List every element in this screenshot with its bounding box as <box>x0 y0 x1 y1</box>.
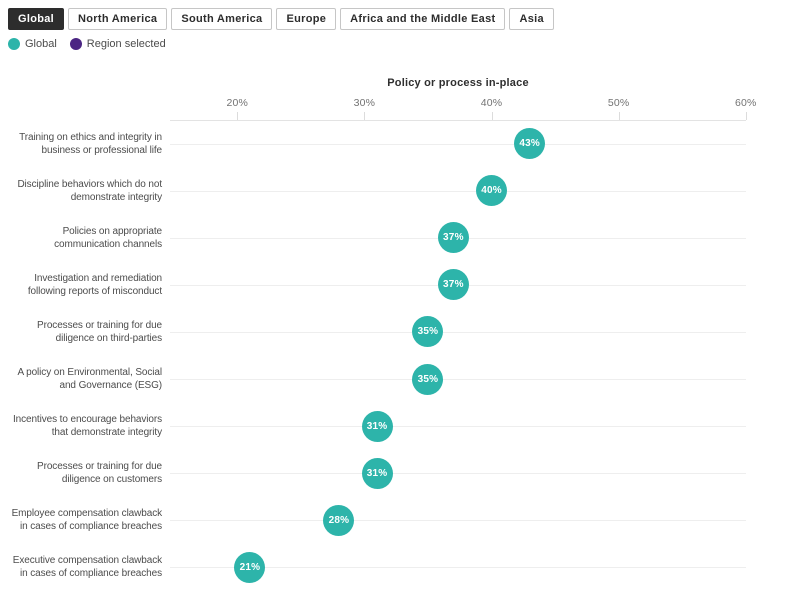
tab-asia[interactable]: Asia <box>509 8 554 30</box>
x-tick-mark <box>745 112 747 120</box>
row-gridline <box>170 473 746 475</box>
chart: Policy or process in-place 20% 30% 40% 50% 6… <box>0 60 800 600</box>
x-axis-line <box>170 120 746 121</box>
data-point-global[interactable]: 40% <box>476 175 507 207</box>
legend-dot-global <box>8 38 20 50</box>
category-label: Training on ethics and integrity in busi… <box>19 131 162 156</box>
x-tick-mark <box>491 112 493 120</box>
data-point-global[interactable]: 21% <box>234 551 266 583</box>
tab-africa-and-the-middle-east[interactable]: Africa and the Middle East <box>340 8 506 30</box>
category-label: Investigation and remediation following … <box>27 272 162 297</box>
x-tick-mark <box>618 112 620 120</box>
category-label: Processes or training for due diligence … <box>37 319 162 344</box>
data-point-global[interactable]: 31% <box>361 410 393 442</box>
x-axis-title: Policy or process in-place <box>387 77 529 89</box>
x-tick-label: 60% <box>734 97 757 109</box>
data-point-global[interactable]: 37% <box>437 222 469 254</box>
category-label: Processes or training for due diligence … <box>37 461 162 486</box>
x-tick-label: 40% <box>480 97 503 109</box>
row-gridline <box>170 190 746 192</box>
legend: Global Region selected <box>8 38 166 50</box>
data-point-global[interactable]: 37% <box>437 269 469 301</box>
category-label: Policies on appropriate communication ch… <box>54 225 162 250</box>
x-tick-label: 50% <box>607 97 630 109</box>
category-label: Discipline behaviors which do not demons… <box>17 178 162 203</box>
row-gridline <box>170 379 746 380</box>
legend-item-region-selected: Region selected <box>69 38 166 50</box>
row-gridline <box>170 331 746 333</box>
data-point-global[interactable]: 35% <box>412 316 444 348</box>
data-point-global[interactable]: 28% <box>323 504 355 536</box>
legend-item-global: Global <box>8 38 57 50</box>
category-label: Employee compensation clawback in cases … <box>11 508 163 533</box>
row-gridline <box>170 567 746 569</box>
category-label: Executive compensation clawback in cases… <box>12 555 162 580</box>
data-point-global[interactable]: 31% <box>361 457 393 489</box>
tab-north-america[interactable]: North America <box>68 8 168 30</box>
x-tick-label: 30% <box>353 97 376 109</box>
x-tick-mark <box>364 112 366 120</box>
tab-europe[interactable]: Europe <box>276 8 337 30</box>
region-tabs: Global North America South America Europe Af… <box>8 8 554 30</box>
x-tick-mark <box>237 112 239 120</box>
category-label: A policy on Environmental, Social and Go… <box>17 367 162 391</box>
legend-dot-region-selected <box>69 38 82 50</box>
tab-global[interactable]: Global <box>8 8 65 30</box>
row-gridline <box>170 426 746 428</box>
tab-south-america[interactable]: South America <box>171 8 273 30</box>
category-label: Incentives to encourage behaviors that d… <box>12 414 162 439</box>
data-point-global[interactable]: 43% <box>514 128 546 159</box>
x-tick-label: 20% <box>226 97 249 109</box>
data-point-global[interactable]: 35% <box>412 363 444 395</box>
row-gridline <box>170 520 746 522</box>
legend-label: Region selected <box>86 38 166 50</box>
legend-label: Global <box>25 38 57 50</box>
row-gridline <box>170 143 746 145</box>
